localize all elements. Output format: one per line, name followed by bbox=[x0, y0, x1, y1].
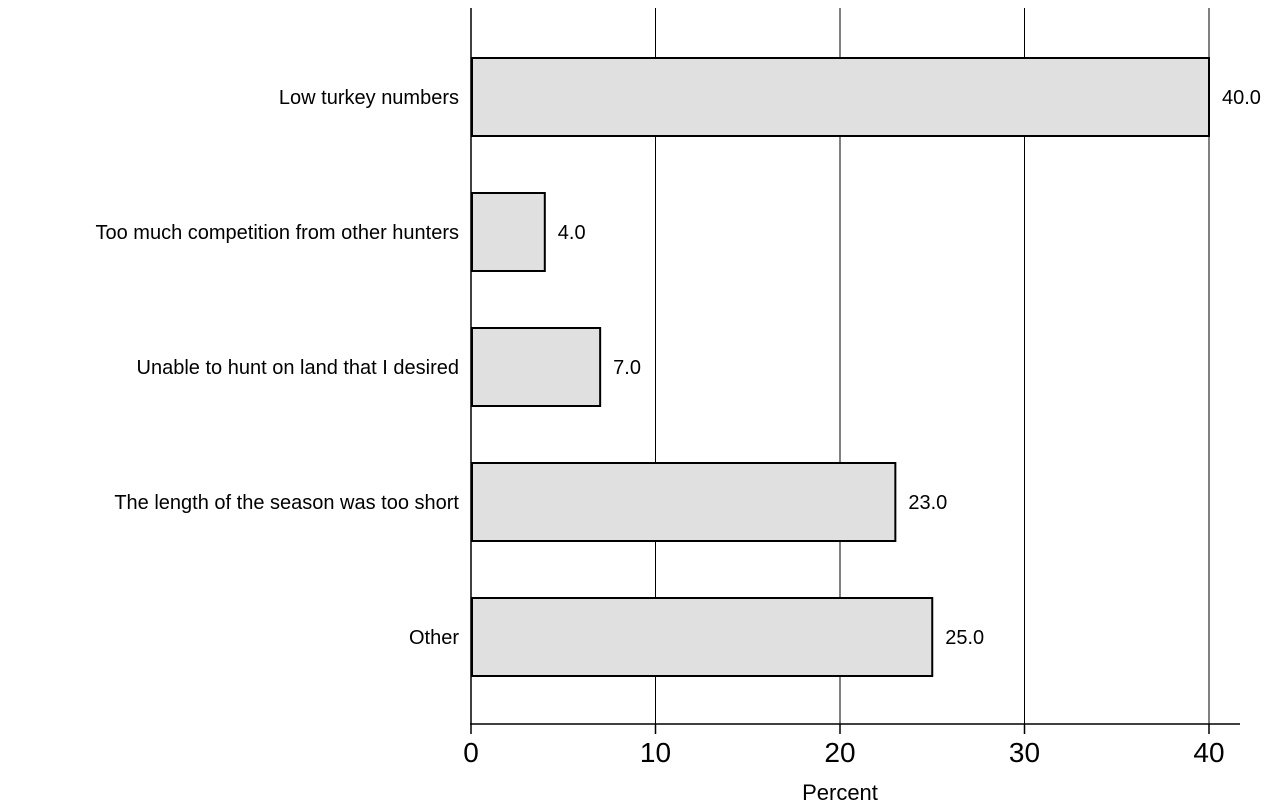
category-label: Too much competition from other hunters bbox=[95, 222, 459, 244]
labels: 0 10 20 30 40 Low turkey numbers 40.0 Too much … bbox=[95, 87, 1260, 768]
bar bbox=[471, 327, 602, 407]
category-label: Low turkey numbers bbox=[279, 87, 459, 109]
data-label: 4.0 bbox=[558, 222, 586, 244]
x-tick-label: 40 bbox=[1193, 737, 1224, 768]
x-tick-label: 20 bbox=[824, 737, 855, 768]
category-label: Other bbox=[409, 627, 459, 649]
data-label: 40.0 bbox=[1222, 87, 1261, 109]
axes bbox=[470, 8, 1240, 734]
bar bbox=[471, 57, 1210, 137]
x-tick-label: 0 bbox=[463, 737, 479, 768]
category-label: The length of the season was too short bbox=[114, 492, 459, 514]
bars bbox=[471, 57, 1210, 677]
x-axis-title: Percent bbox=[802, 780, 878, 805]
bar bbox=[471, 192, 546, 272]
data-label: 7.0 bbox=[613, 357, 641, 379]
bar bbox=[471, 597, 934, 677]
x-tick-label: 30 bbox=[1009, 737, 1040, 768]
category-label: Unable to hunt on land that I desired bbox=[137, 357, 459, 379]
data-label: 25.0 bbox=[945, 627, 984, 649]
data-label: 23.0 bbox=[908, 492, 947, 514]
bar bbox=[471, 462, 897, 542]
x-tick-label: 10 bbox=[640, 737, 671, 768]
